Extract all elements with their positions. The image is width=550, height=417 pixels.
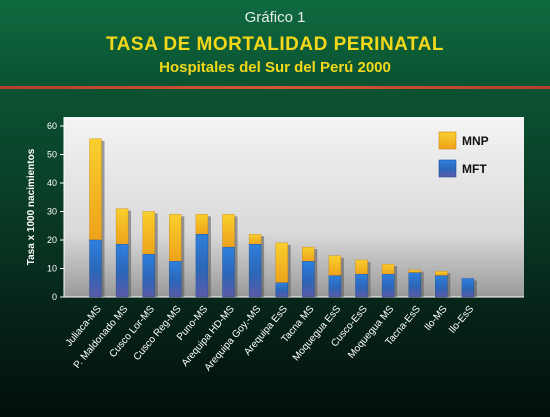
bar-mft: [408, 272, 421, 298]
bar-mft: [355, 274, 368, 298]
y-tick-label: 60: [47, 121, 57, 131]
bar-mnp: [195, 214, 209, 235]
bar-mnp: [302, 246, 315, 262]
y-tick-label: 40: [47, 178, 57, 188]
bar-mft: [435, 275, 448, 298]
bar-mnp: [115, 208, 129, 245]
figure-label: Gráfico 1: [244, 9, 306, 26]
header-divider: [0, 86, 550, 89]
bar-mnp: [248, 234, 262, 245]
bar-mft: [169, 261, 182, 298]
y-axis-title: Tasa x 1000 nacimientos: [26, 148, 37, 265]
legend-label: MFT: [462, 162, 487, 176]
bar-mnp: [355, 259, 368, 275]
legend-label: MNP: [462, 134, 489, 148]
bar-mnp: [142, 211, 155, 255]
bar-mft: [275, 282, 288, 298]
bar-mft: [461, 278, 475, 298]
bar-mft: [381, 274, 395, 298]
bar-mft: [248, 244, 262, 298]
bar-mft: [328, 275, 342, 298]
bar-mft: [142, 254, 155, 298]
chart-title: TASA DE MORTALIDAD PERINATAL: [105, 34, 445, 55]
chart-subtitle: Hospitales del Sur del Perú 2000: [159, 59, 391, 76]
bar-mft: [302, 261, 315, 298]
y-tick-label: 0: [52, 292, 57, 302]
bar-mft: [195, 234, 209, 298]
bar-mnp: [222, 214, 235, 248]
bar-mnp: [275, 242, 288, 283]
chart-header: Gráfico 1 TASA DE MORTALIDAD PERINATAL H…: [0, 0, 550, 88]
bar-mnp: [435, 271, 448, 276]
bar-mnp: [169, 214, 182, 262]
legend-swatch: [438, 159, 457, 178]
legend-swatch: [438, 131, 457, 150]
y-tick-label: 30: [47, 207, 57, 217]
bar-mft: [115, 244, 129, 298]
bar-mnp: [89, 138, 102, 241]
bar-mnp: [381, 264, 395, 275]
bar-mnp: [328, 255, 342, 276]
y-tick-label: 50: [47, 150, 57, 160]
x-tick-label: Ilo-EsS: [447, 304, 476, 336]
bar-mft: [222, 246, 235, 298]
y-tick-label: 20: [47, 235, 57, 245]
bar-mnp: [408, 269, 421, 273]
bar-mft: [89, 239, 102, 298]
y-tick-label: 10: [47, 264, 57, 274]
